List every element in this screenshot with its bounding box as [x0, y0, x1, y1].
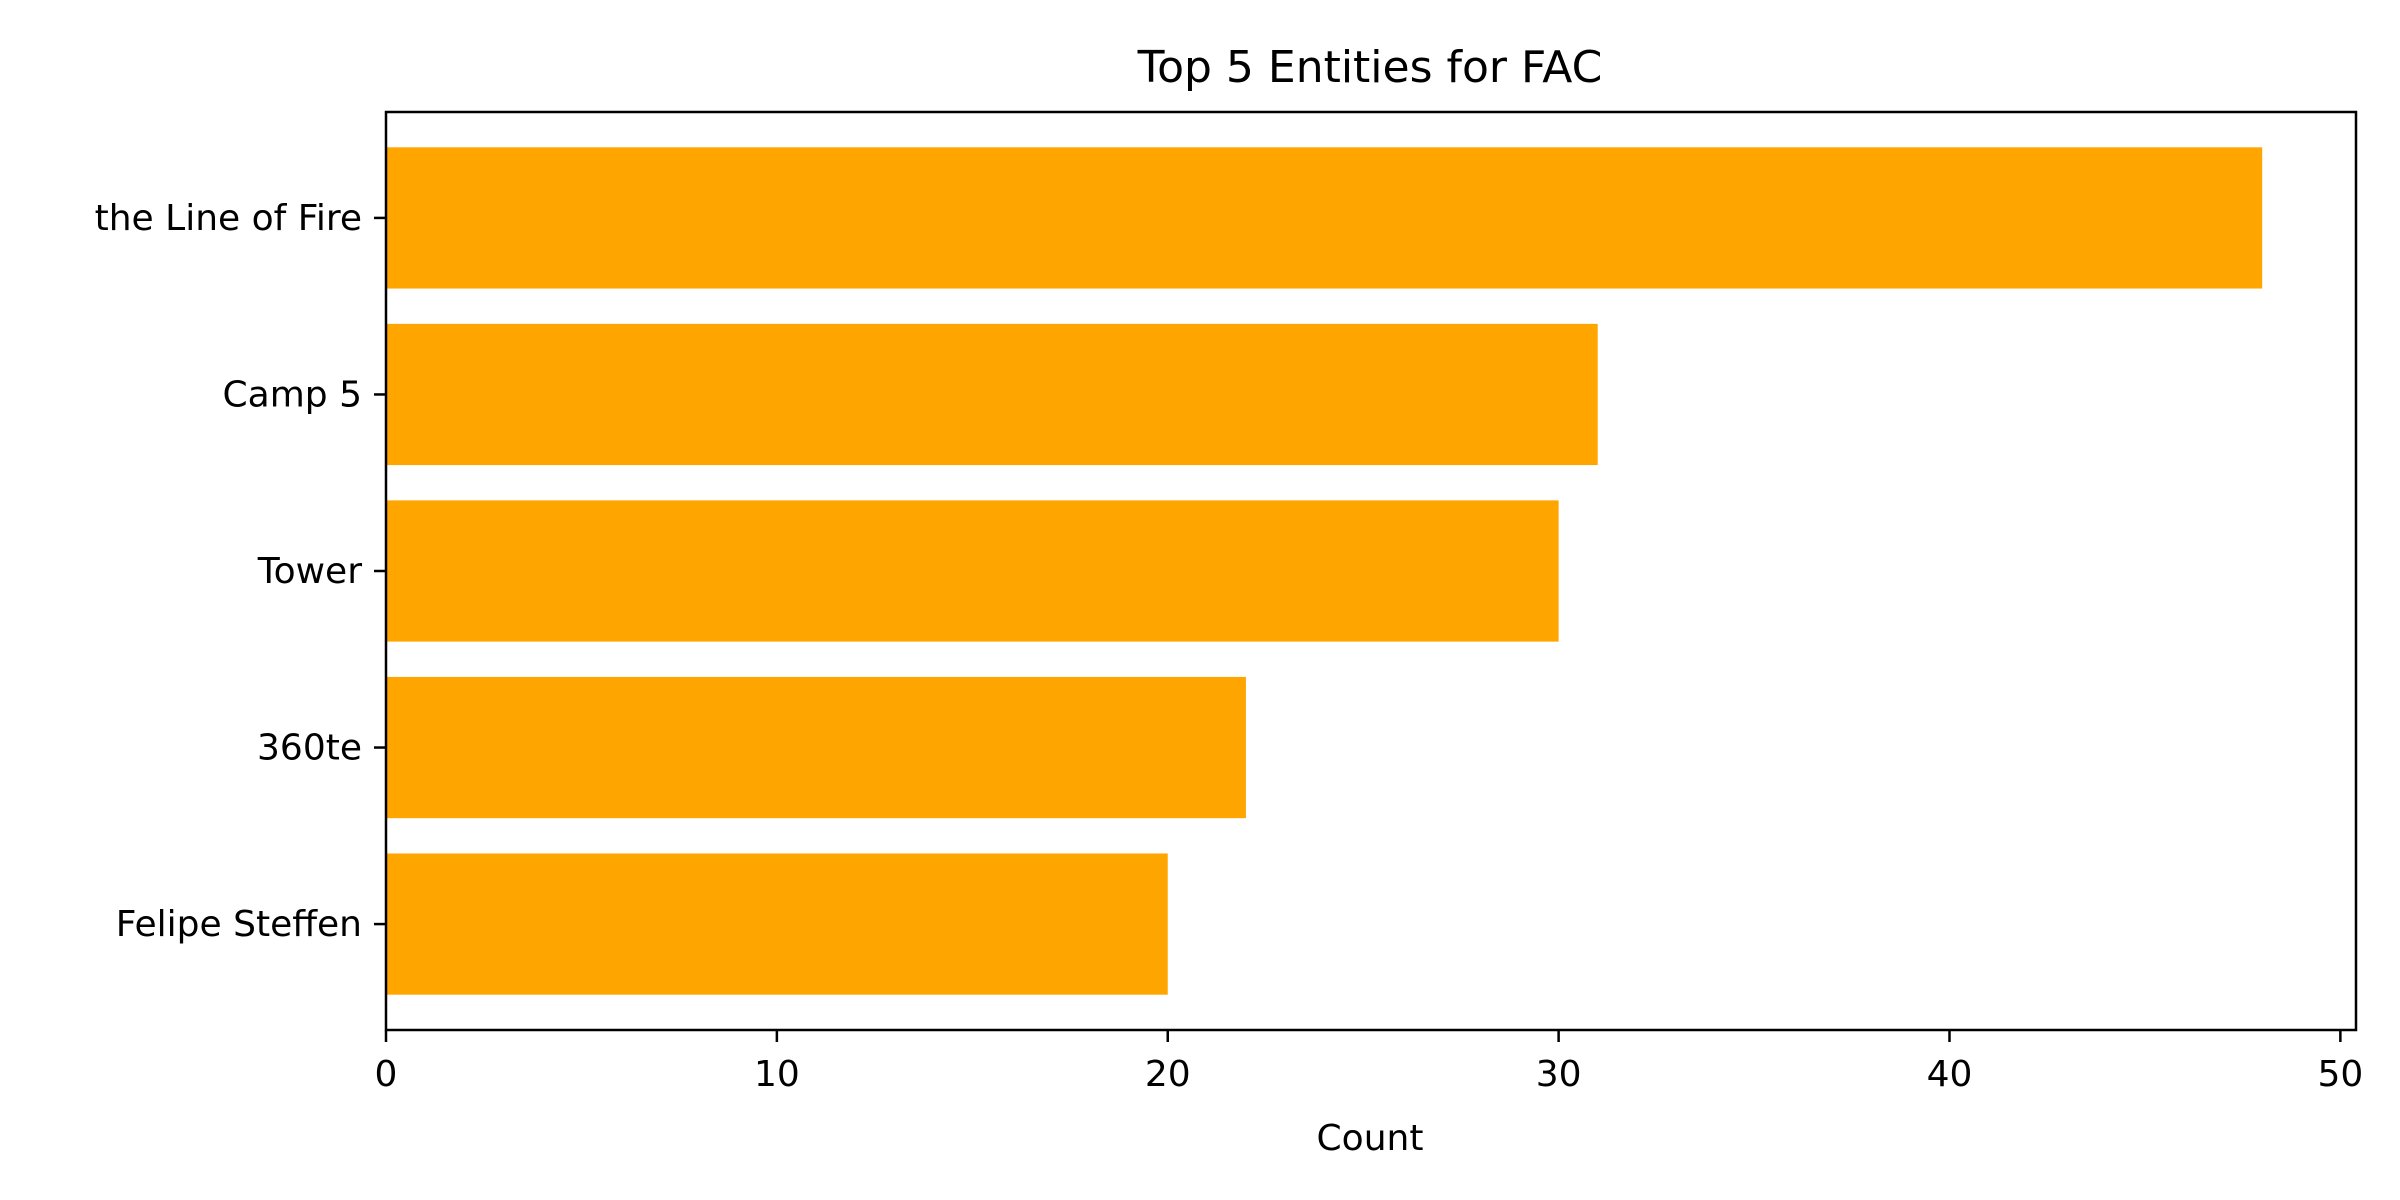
bar-3	[386, 676, 1246, 819]
x-tick-label: 20	[1145, 1054, 1191, 1095]
x-tick-label: 0	[375, 1054, 398, 1095]
bar-0	[386, 147, 2263, 289]
y-tick-label: Tower	[257, 551, 362, 592]
bar-2	[386, 500, 1559, 642]
x-tick-label: 50	[2317, 1054, 2363, 1095]
y-tick-label: Camp 5	[223, 374, 362, 415]
y-tick-label: 360te	[257, 728, 362, 769]
bars	[386, 147, 2263, 995]
plot-frame	[384, 110, 2358, 1032]
x-tick-label: 30	[1536, 1054, 1582, 1095]
x-tick-label: 40	[1927, 1054, 1973, 1095]
bar-1	[386, 323, 1598, 466]
bar-4	[386, 853, 1168, 995]
y-tick-label: Felipe Steffen	[116, 904, 362, 945]
x-axis-label: Count	[1317, 1118, 1424, 1159]
axis-ticks: the Line of Fire Camp 5 Tower 360te Felipe S…	[95, 198, 2364, 1095]
x-tick-label: 10	[754, 1054, 800, 1095]
y-tick-label: the Line of Fire	[95, 198, 362, 239]
chart-title: Top 5 Entities for FAC	[1137, 42, 1603, 93]
